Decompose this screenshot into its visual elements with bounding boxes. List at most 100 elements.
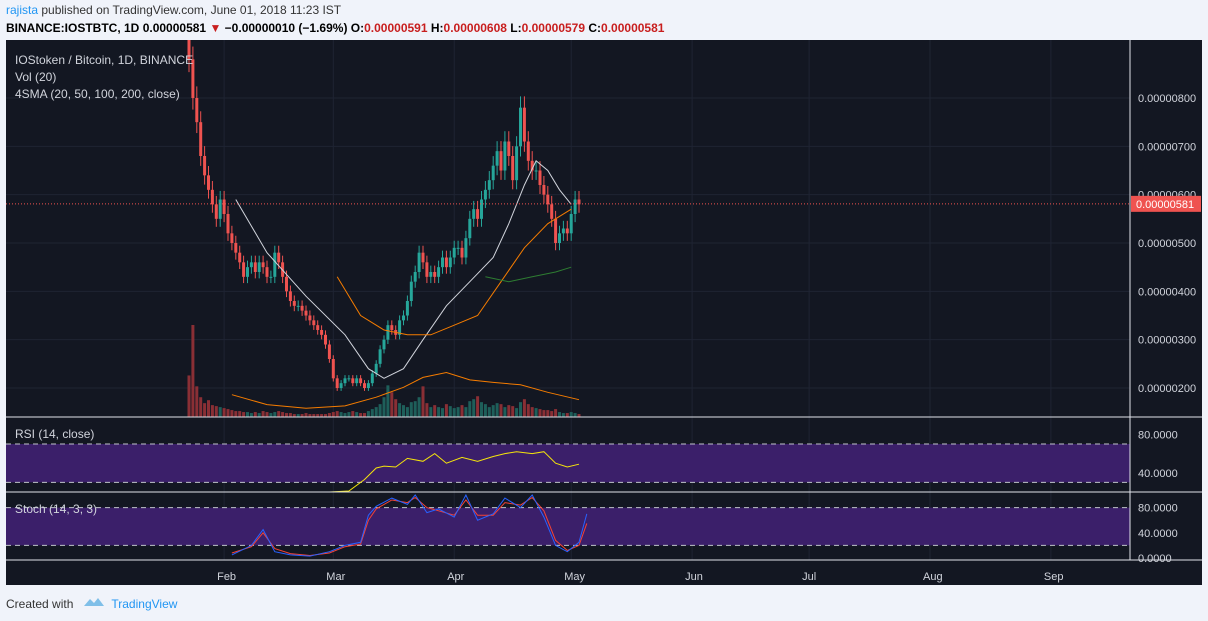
volume-bar [327,413,331,417]
candle-body [565,228,569,234]
volume-bar [530,407,534,417]
candle-body [546,194,550,205]
candle-body [460,247,464,258]
volume-bar [417,397,421,417]
candle-body [573,199,577,214]
volume-bar [464,407,468,417]
chart-container[interactable]: 0.00000800 0.00000700 0.00000600 0.00000500… [6,40,1202,585]
candle-body [277,252,281,263]
volume-bar [246,412,249,417]
candle-body [487,180,491,190]
chart-svg[interactable]: 0.000008000.000007000.000006000.00000500… [6,40,1202,585]
candle-body [480,199,483,219]
footer: Created with TradingView [6,596,177,611]
volume-bar [456,407,460,417]
volume-bar [476,396,480,417]
published-text: published on TradingView.com, June 01, 2… [41,3,342,17]
candle-body [433,272,437,277]
tradingview-logo-icon [83,596,105,611]
volume-bar [257,413,261,417]
volume-bar [292,414,296,417]
legend-vol: Vol (20) [15,70,56,84]
volume-bar [452,408,456,417]
axes: 0.000008000.000007000.000006000.00000500… [6,40,1202,583]
volume-bar [265,412,269,417]
candle-body [577,199,581,205]
volume-bar [273,412,277,417]
volume-bar [554,409,558,417]
volume-bar [398,403,402,417]
candle-body [468,218,472,239]
volume-bar [253,412,257,417]
rsi-line [329,451,580,493]
candle-body [257,262,261,272]
volume-bar [480,402,483,417]
candle-body [554,218,558,243]
candle-body [327,344,331,359]
candle-body [335,378,339,388]
candle-body [429,272,433,277]
price-tick-label: 0.00000700 [1138,141,1196,153]
candle-body [199,122,203,156]
candle-body [507,141,511,156]
volume-bar [487,407,491,417]
candle-body [538,170,542,185]
volume-bar [444,404,448,417]
candle-body [222,199,226,214]
stoch-label: Stoch (14, 3, 3) [15,502,97,516]
volume-bar [242,412,246,417]
volume-bar [542,410,546,417]
candle-body [191,59,195,98]
symbol-label: BINANCE:IOSTBTC, 1D [6,21,140,35]
candle-body [296,305,300,307]
price-tick-label: 0.00000800 [1138,93,1196,105]
author-link[interactable]: rajista [6,3,39,17]
candle-body [339,383,343,388]
volume-bar [546,410,550,417]
volume-bar [511,406,515,417]
volume-bar [269,413,273,417]
tradingview-link[interactable]: TradingView [111,596,178,611]
candle-body [351,378,355,384]
low-label: L: [510,21,522,35]
volume-bar [363,413,366,417]
candle-body [569,214,573,234]
volume-bar [405,407,409,417]
volume-bar [308,414,312,417]
candle-body [417,252,421,272]
candle-body [273,252,277,277]
candle-body [409,281,413,301]
ohlc-line: BINANCE:IOSTBTC, 1D 0.00000581 ▼ −0.0000… [6,21,664,35]
candle-body [378,349,382,364]
volume-bar [382,397,386,417]
candle-body [343,378,347,384]
volume-bar [519,402,522,417]
candle-body [285,276,288,292]
volume-bar [230,410,234,417]
volume-bar [491,405,495,417]
volume-bar [370,409,374,417]
candle-body [312,320,316,326]
candle-body [238,252,242,263]
volume-bar [515,408,519,417]
time-tick-label: Sep [1044,571,1064,583]
sma100-line [485,266,572,283]
candle-body [246,267,249,277]
candle-body [421,252,425,263]
volume-bar [355,412,359,417]
volume-bar [304,413,308,417]
candle-body [316,325,320,330]
volume-bars [187,325,581,417]
candle-body [382,339,386,350]
candle-body [207,175,210,190]
volume-bar [409,402,413,417]
candle-body [253,262,257,272]
candle-body [519,107,522,147]
volume-bar [347,412,351,417]
candle-body [550,204,554,219]
candle-body [413,272,417,282]
candle-body [437,267,441,277]
last-price-tag-text: 0.00000581 [1136,199,1194,211]
candle-body [526,141,530,161]
high-value: 0.00000608 [443,21,507,35]
